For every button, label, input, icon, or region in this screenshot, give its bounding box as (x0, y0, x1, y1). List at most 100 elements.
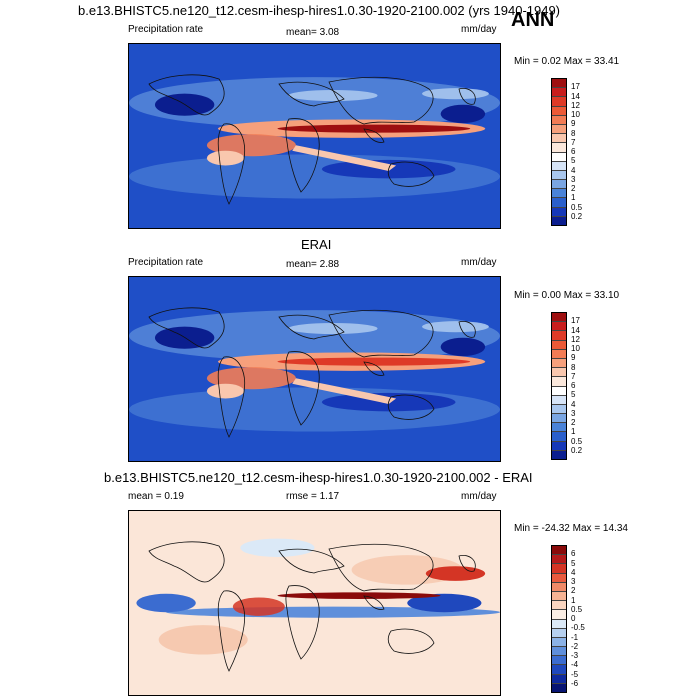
panel2-units-label: mm/day (461, 257, 497, 268)
season-label: ANN (511, 9, 555, 31)
colorbar-tick-label: 1 (571, 193, 576, 203)
colorbar-swatch (552, 395, 566, 405)
colorbar-tick-label: -0.5 (571, 623, 585, 633)
colorbar-swatch (552, 97, 566, 107)
colorbar-swatch (552, 161, 566, 171)
panel2-min-max: Min = 0.00 Max = 33.10 (514, 290, 620, 301)
colorbar-tick-label: 5 (571, 558, 576, 568)
difference-map-graphic (129, 511, 500, 695)
colorbar-tick-label: 17 (571, 82, 580, 92)
colorbar-swatch (552, 546, 566, 556)
colorbar-swatch (552, 358, 566, 369)
panel1-min-max: Min = 0.02 Max = 33.41 (514, 56, 620, 67)
colorbar-swatch (552, 656, 566, 666)
colorbar-swatch (552, 582, 566, 592)
colorbar-tick-label: -2 (571, 641, 579, 651)
panel3-mean-label: mean = 0.19 (128, 491, 184, 502)
colorbar-swatch (552, 331, 566, 341)
colorbar-swatch (552, 115, 566, 125)
colorbar-tick-label: 0.5 (571, 202, 583, 212)
panel1-left-label: Precipitation rate (128, 24, 204, 35)
colorbar-swatch (552, 423, 566, 433)
colorbar-tick-label: 12 (571, 100, 580, 110)
colorbar-swatch (552, 134, 566, 144)
colorbar-tick-label: 2 (571, 184, 576, 193)
colorbar-tick-label: 7 (571, 137, 576, 147)
colorbar-swatch (552, 79, 566, 89)
colorbar-tick-label: 3 (571, 174, 576, 184)
colorbar-tick-label: 8 (571, 128, 576, 138)
panel3-colorbar (551, 545, 567, 693)
colorbar-tick-label: 12 (571, 334, 580, 344)
colorbar-swatch (552, 189, 566, 199)
colorbar-swatch (552, 414, 566, 424)
colorbar-swatch (552, 404, 566, 415)
colorbar-tick-label: 6 (571, 147, 576, 156)
colorbar-tick-label: 14 (571, 325, 580, 335)
panel3-difference-map (128, 510, 501, 696)
colorbar-tick-label: 6 (571, 549, 576, 559)
colorbar-swatch (552, 124, 566, 135)
colorbar-tick-label: 5 (571, 390, 576, 400)
colorbar-tick-label: 0.5 (571, 436, 583, 446)
colorbar-tick-label: 9 (571, 119, 576, 129)
colorbar-tick-label: 1 (571, 595, 576, 605)
colorbar-swatch (552, 665, 566, 675)
panel1-center-label: mean= 3.08 (286, 27, 340, 38)
colorbar-tick-label: 3 (571, 577, 576, 586)
colorbar-swatch (552, 573, 566, 583)
colorbar-tick-label: 0.5 (571, 604, 583, 614)
colorbar-swatch (552, 377, 566, 387)
colorbar-swatch (552, 198, 566, 208)
colorbar-swatch (552, 647, 566, 657)
colorbar-swatch (552, 450, 566, 459)
colorbar-swatch (552, 628, 566, 638)
colorbar-tick-label: -3 (571, 651, 579, 660)
colorbar-tick-label: 2 (571, 586, 576, 596)
panel2-colorbar (551, 312, 567, 460)
colorbar-swatch (552, 349, 566, 359)
colorbar-swatch (552, 441, 566, 451)
colorbar-swatch (552, 386, 566, 396)
colorbar-tick-label: 2 (571, 418, 576, 427)
panel2-erai-precip-map (128, 276, 501, 462)
colorbar-tick-label: 8 (571, 362, 576, 372)
colorbar-tick-label: 7 (571, 371, 576, 381)
precip-map-graphic (129, 277, 500, 461)
colorbar-tick-label: 0.2 (571, 211, 583, 221)
colorbar-swatch (552, 683, 566, 692)
colorbar-swatch (552, 432, 566, 442)
colorbar-swatch (552, 207, 566, 217)
colorbar-swatch (552, 368, 566, 378)
colorbar-tick-label: -4 (571, 660, 579, 670)
colorbar-tick-label: -5 (571, 669, 579, 679)
panel1-model-precip-map (128, 43, 501, 229)
colorbar-tick-label: 10 (571, 110, 580, 119)
colorbar-tick-label: 5 (571, 156, 576, 166)
colorbar-tick-label: 14 (571, 91, 580, 101)
colorbar-tick-label: 1 (571, 427, 576, 437)
colorbar-swatch (552, 106, 566, 116)
colorbar-swatch (552, 152, 566, 162)
colorbar-swatch (552, 610, 566, 620)
colorbar-tick-label: 0.2 (571, 445, 583, 455)
colorbar-swatch (552, 216, 566, 225)
panel2-left-label: Precipitation rate (128, 257, 204, 268)
panel3-rmse-label: rmse = 1.17 (286, 491, 340, 502)
colorbar-swatch (552, 88, 566, 98)
colorbar-tick-label: 4 (571, 399, 576, 409)
panel2-subtitle: ERAI (301, 237, 332, 252)
colorbar-tick-label: -1 (571, 632, 579, 642)
colorbar-swatch (552, 180, 566, 190)
colorbar-tick-label: 4 (571, 567, 576, 577)
colorbar-swatch (552, 674, 566, 684)
colorbar-tick-label: 10 (571, 344, 580, 353)
panel3-units-label: mm/day (461, 491, 497, 502)
colorbar-swatch (552, 340, 566, 350)
colorbar-tick-label: 9 (571, 353, 576, 363)
colorbar-tick-label: 3 (571, 408, 576, 418)
colorbar-swatch (552, 637, 566, 648)
panel3-min-max: Min = -24.32 Max = 14.34 (514, 523, 628, 534)
colorbar-swatch (552, 143, 566, 153)
colorbar-tick-label: -6 (571, 678, 579, 688)
